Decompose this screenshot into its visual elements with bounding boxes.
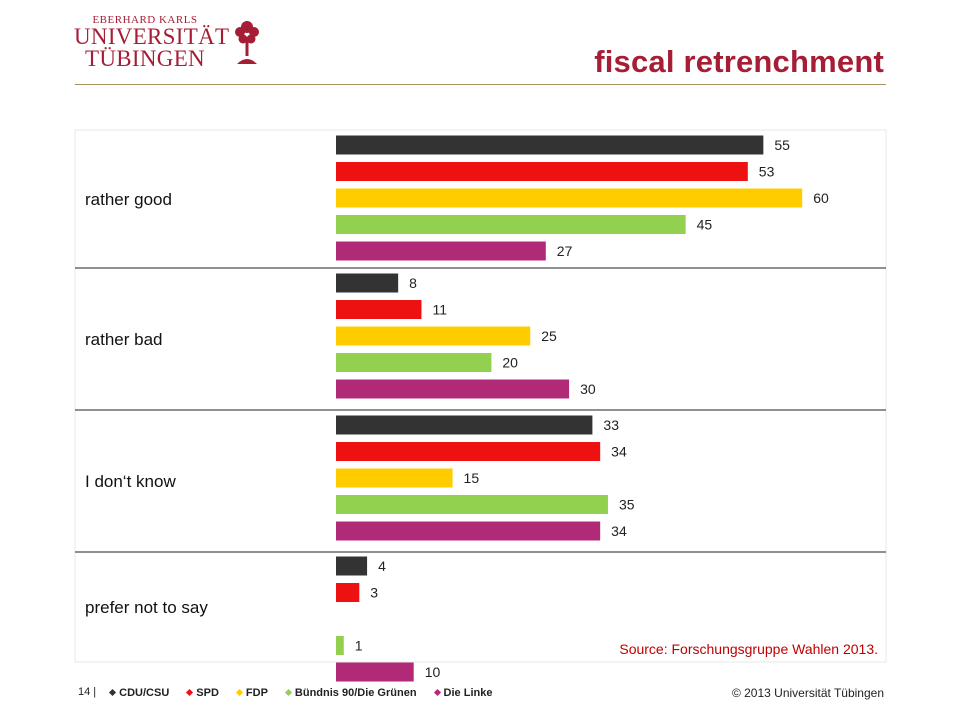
legend-item: FDP xyxy=(235,686,268,699)
bar xyxy=(336,521,601,541)
legend-item: Bündnis 90/Die Grünen xyxy=(284,686,417,699)
category-label: rather good xyxy=(85,190,172,209)
palm-tree-icon xyxy=(235,21,259,64)
data-label: 3 xyxy=(370,585,378,601)
bar xyxy=(336,636,344,655)
source-note: Source: Forschungsgruppe Wahlen 2013. xyxy=(619,641,878,657)
logo-line-2: UNIVERSITÄT xyxy=(74,24,230,49)
bar xyxy=(336,415,593,435)
data-label: 11 xyxy=(432,302,447,318)
logo-wordmark: EBERHARD KARLS UNIVERSITÄT TÜBINGEN xyxy=(74,14,230,71)
category-label: rather bad xyxy=(85,330,163,349)
logo-line-1: EBERHARD KARLS xyxy=(92,14,198,26)
data-label: 25 xyxy=(541,328,557,344)
data-label: 34 xyxy=(611,444,627,460)
legend-marker-icon xyxy=(433,688,441,697)
data-label: 60 xyxy=(813,190,829,206)
data-label: 20 xyxy=(502,355,518,371)
bar xyxy=(336,300,422,319)
category-label: I don‘t know xyxy=(85,472,176,491)
data-label: 15 xyxy=(464,470,480,486)
legend-marker-icon xyxy=(284,688,292,697)
copyright: © 2013 Universität Tübingen xyxy=(731,686,884,700)
legend-item: Die Linke xyxy=(433,686,493,699)
bar xyxy=(336,556,368,576)
data-label: 27 xyxy=(557,243,573,259)
bar xyxy=(336,468,453,488)
bar xyxy=(336,326,531,346)
data-label: 53 xyxy=(759,164,775,180)
bar xyxy=(336,583,360,602)
slide-title: fiscal retrenchment xyxy=(594,44,884,79)
bar xyxy=(336,353,492,372)
university-logo: EBERHARD KARLS UNIVERSITÄT TÜBINGEN xyxy=(74,14,274,72)
bar xyxy=(336,273,399,293)
legend-label: CDU/CSU xyxy=(119,686,170,699)
data-label: 30 xyxy=(580,381,596,397)
legend-item: CDU/CSU xyxy=(109,686,170,699)
bar xyxy=(336,662,414,682)
bar xyxy=(336,135,764,155)
legend-label: Die Linke xyxy=(443,686,493,699)
footer-legend: 14 | CDU/CSU SPD FDP Bündnis 90/Die Grünen D… xyxy=(78,686,510,699)
legend: CDU/CSU SPD FDP Bündnis 90/Die Grünen Die Li… xyxy=(109,686,510,699)
page-number: 14 | xyxy=(78,686,97,699)
data-label: 8 xyxy=(409,275,417,291)
title-divider xyxy=(75,84,886,85)
logo-line-3: TÜBINGEN xyxy=(85,46,205,71)
legend-marker-icon xyxy=(109,688,117,697)
data-label: 34 xyxy=(611,523,627,539)
bar xyxy=(336,188,803,208)
bar xyxy=(336,162,748,181)
legend-marker-icon xyxy=(186,688,194,697)
data-label: 55 xyxy=(774,137,790,153)
data-label: 45 xyxy=(697,217,713,233)
data-label: 4 xyxy=(378,558,386,574)
data-label: 33 xyxy=(603,417,619,433)
data-label: 1 xyxy=(355,638,363,654)
bar xyxy=(336,241,546,261)
bar xyxy=(336,379,570,399)
bar xyxy=(336,495,608,514)
legend-label: FDP xyxy=(245,686,268,699)
legend-label: Bündnis 90/Die Grünen xyxy=(294,686,417,699)
legend-marker-icon xyxy=(235,688,243,697)
legend-label: SPD xyxy=(196,686,219,699)
legend-item: SPD xyxy=(186,686,219,699)
category-label: prefer not to say xyxy=(85,598,208,617)
bar xyxy=(336,442,601,461)
data-label: 35 xyxy=(619,497,635,513)
bar xyxy=(336,215,686,234)
data-label: 10 xyxy=(425,664,441,680)
